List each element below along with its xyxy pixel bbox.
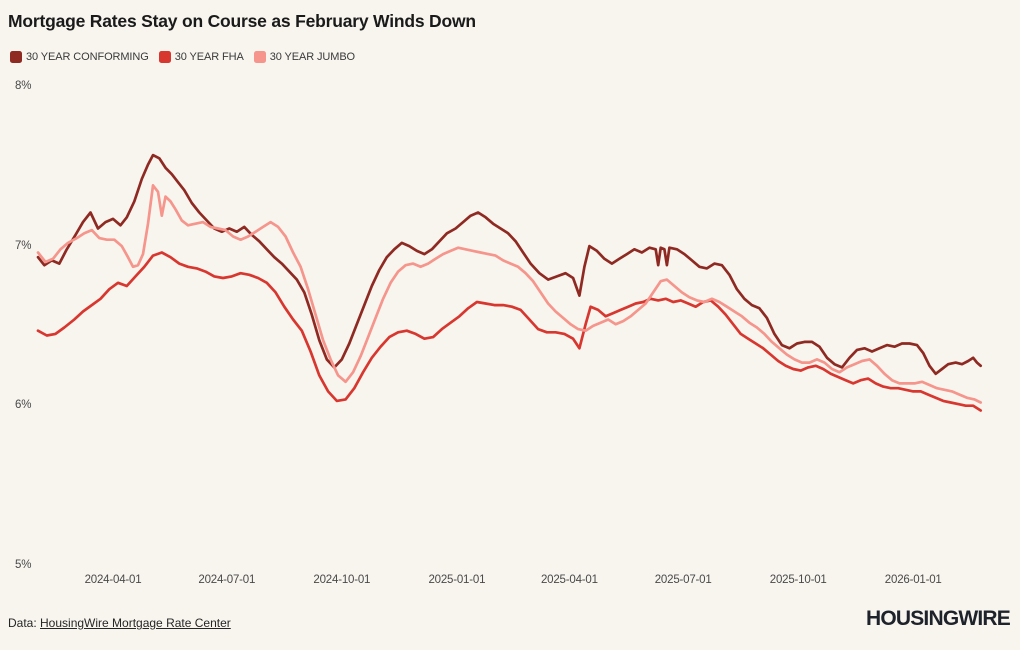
y-axis-label-7pct: 7%: [15, 239, 32, 252]
x-axis-label-2024-04-01: 2024-04-01: [84, 574, 142, 586]
x-axis-label-2024-10-01: 2024-10-01: [313, 574, 371, 586]
y-axis-label-5pct: 5%: [15, 559, 32, 571]
x-axis-label-2025-10-01: 2025-10-01: [769, 574, 827, 586]
series-line-30-year-conforming: [36, 153, 983, 376]
y-axis-label-6pct: 6%: [15, 399, 32, 412]
legend-swatch-30-year-jumbo: [253, 51, 266, 63]
legend-label-30-year-jumbo: 30 YEAR JUMBO: [269, 51, 356, 63]
data-source-note: Data: HousingWire Mortgage Rate Center: [8, 616, 231, 630]
legend-label-30-year-fha: 30 YEAR FHA: [174, 51, 244, 63]
legend-item-30-year-fha: 30 YEAR FHA: [158, 51, 244, 63]
chart-legend: 30 YEAR CONFORMING 30 YEAR FHA 30 YEAR JUM…: [10, 51, 355, 63]
legend-item-30-year-conforming: 30 YEAR CONFORMING: [10, 51, 149, 63]
x-axis-label-2024-07-01: 2024-07-01: [198, 574, 256, 586]
chart-title: Mortgage Rates Stay on Course as Februar…: [8, 11, 476, 31]
x-axis-label-2025-04-01: 2025-04-01: [540, 574, 598, 586]
data-source-link[interactable]: HousingWire Mortgage Rate Center: [40, 616, 231, 630]
x-axis-label-2025-01-01: 2025-01-01: [428, 574, 486, 586]
y-axis-label-8pct: 8%: [15, 80, 32, 92]
legend-item-30-year-jumbo: 30 YEAR JUMBO: [253, 51, 356, 63]
legend-swatch-30-year-fha: [158, 51, 171, 63]
series-line-30-year-jumbo: [36, 184, 983, 404]
data-source-prefix: Data:: [8, 616, 41, 630]
legend-swatch-30-year-conforming: [10, 51, 22, 63]
housingwire-logo: HOUSINGWIRE: [865, 607, 1011, 630]
x-axis-label-2025-07-01: 2025-07-01: [654, 574, 712, 586]
legend-label-30-year-conforming: 30 YEAR CONFORMING: [26, 51, 149, 63]
series-line-30-year-fha: [36, 251, 983, 412]
x-axis-label-2026-01-01: 2026-01-01: [884, 574, 942, 586]
